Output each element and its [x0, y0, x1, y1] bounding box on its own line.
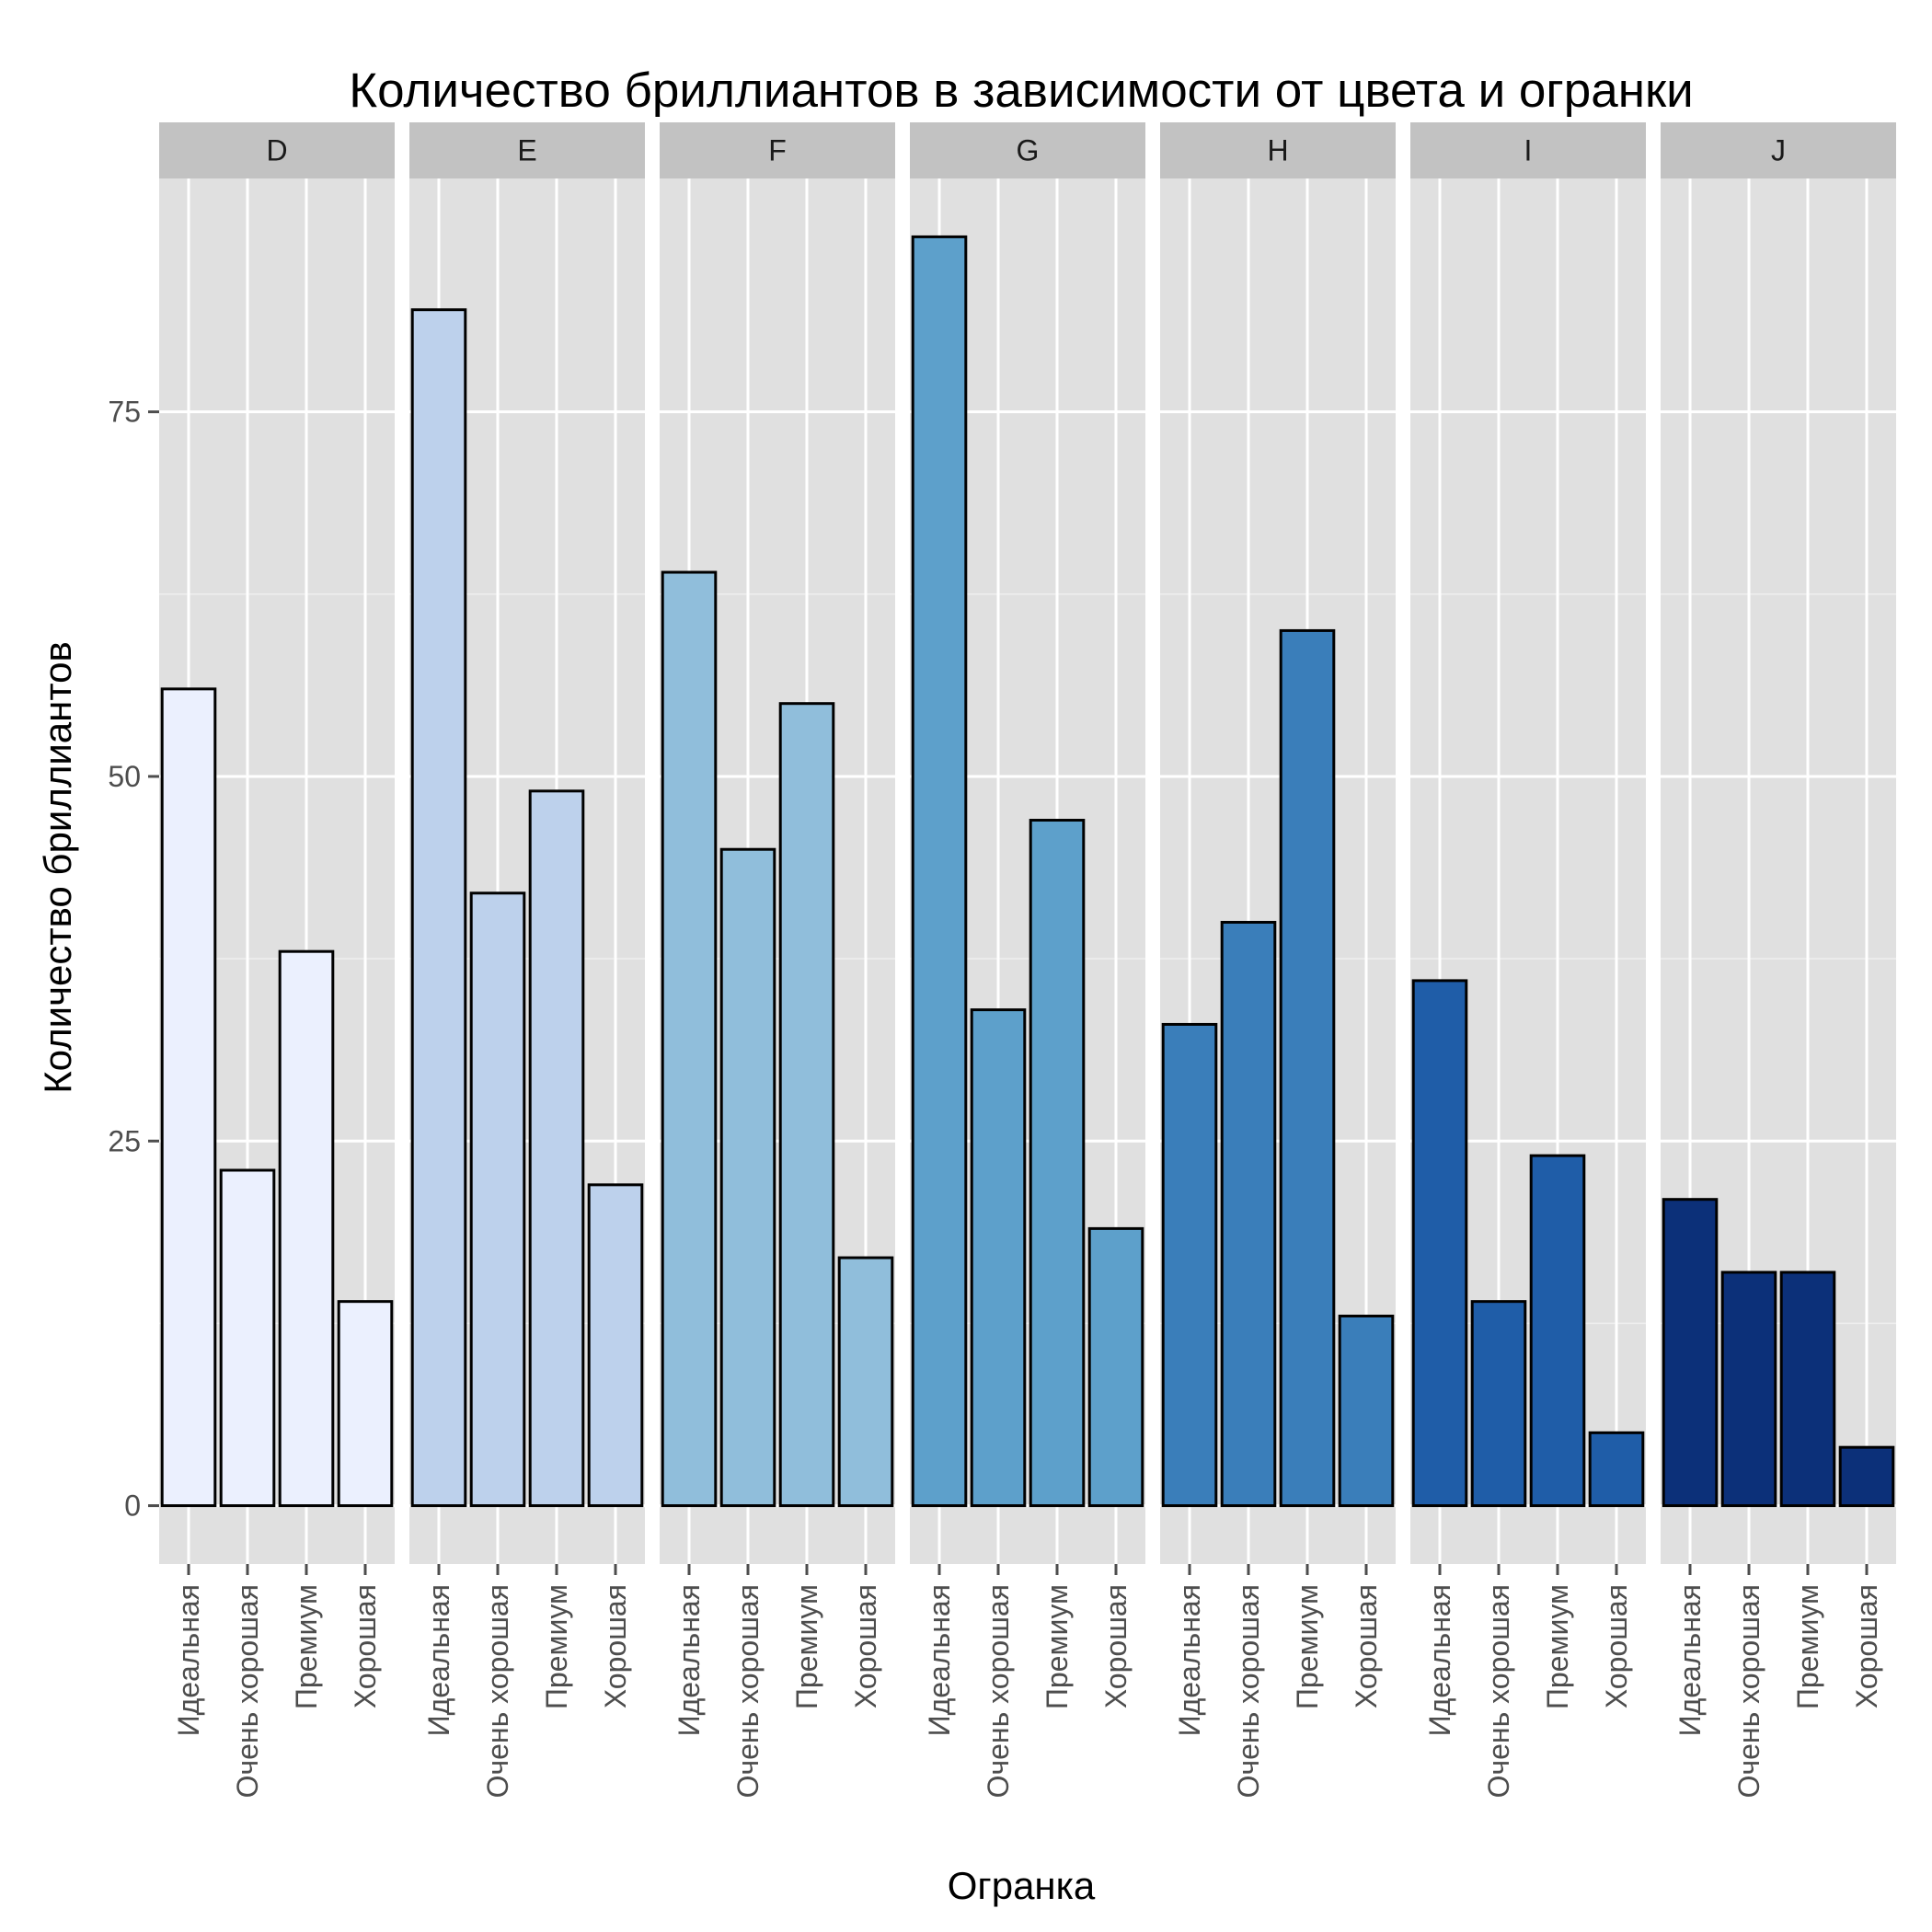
x-tick-label: Премиум: [290, 1584, 323, 1709]
bar: [1338, 1315, 1395, 1508]
facet-panel-h: H: [1160, 122, 1396, 1564]
x-tick-label: Идеальная: [673, 1584, 706, 1736]
chart-title: Количество бриллиантов в зависимости от …: [349, 63, 1694, 118]
bar: [1720, 1271, 1777, 1508]
bar: [1662, 1198, 1719, 1508]
x-axis-h: Идеальная Очень хорошая Премиум Хорошая: [1173, 1564, 1383, 1798]
bar: [528, 789, 585, 1508]
y-axis-title: Количество бриллиантов: [36, 641, 79, 1094]
bar: [1838, 1445, 1895, 1508]
x-tick-label: Очень хорошая: [1482, 1584, 1515, 1798]
x-tick-label: Премиум: [790, 1584, 823, 1709]
facet-label: D: [266, 134, 287, 167]
bar: [160, 687, 217, 1508]
facet-strip: [159, 122, 395, 178]
x-axis-i: Идеальная Очень хорошая Премиум Хорошая: [1423, 1564, 1633, 1798]
x-axis-title: Огранка: [948, 1864, 1096, 1907]
x-tick-label: Хорошая: [1350, 1584, 1383, 1708]
bar: [970, 1008, 1027, 1508]
facet-panel-f: F: [660, 122, 895, 1564]
facet-strip: [1410, 122, 1646, 178]
facet-panel-j: J: [1661, 122, 1896, 1564]
bar: [278, 949, 335, 1508]
x-axes: Идеальная Очень хорошая Премиум Хорошая Идеа…: [172, 1564, 1883, 1798]
x-tick-label: Премиум: [1041, 1584, 1074, 1709]
facet-label: G: [1017, 134, 1040, 167]
bar: [219, 1168, 276, 1508]
x-tick-label: Очень хорошая: [1732, 1584, 1765, 1798]
bar: [1029, 819, 1086, 1508]
facet-label: H: [1267, 134, 1288, 167]
facet-strip: [1661, 122, 1896, 178]
x-tick-label: Премиум: [1791, 1584, 1824, 1709]
y-tick-label: 75: [108, 396, 141, 429]
x-tick-label: Очень хорошая: [1232, 1584, 1265, 1798]
facet-panel-e: E: [409, 122, 645, 1564]
bar: [587, 1183, 644, 1508]
facet-label: J: [1771, 134, 1786, 167]
bar: [1588, 1431, 1645, 1508]
bar: [1279, 628, 1336, 1508]
x-tick-label: Хорошая: [349, 1584, 382, 1708]
bar: [337, 1300, 394, 1508]
bar: [661, 570, 718, 1508]
facet-label: F: [768, 134, 787, 167]
bar: [410, 308, 467, 1508]
x-tick-label: Идеальная: [1673, 1584, 1707, 1736]
bar: [719, 847, 776, 1508]
x-axis-e: Идеальная Очень хорошая Премиум Хорошая: [422, 1564, 632, 1798]
x-tick-label: Идеальная: [172, 1584, 205, 1736]
bar: [911, 235, 968, 1508]
x-tick-label: Идеальная: [422, 1584, 455, 1736]
facet-panel-d: D: [159, 122, 395, 1564]
y-axis: 0 25 50 75: [108, 396, 159, 1523]
x-tick-label: Очень хорошая: [982, 1584, 1015, 1798]
x-tick-label: Идеальная: [1423, 1584, 1456, 1736]
facet-strip: [409, 122, 645, 178]
x-axis-j: Идеальная Очень хорошая Премиум Хорошая: [1673, 1564, 1883, 1798]
facet-strip: [910, 122, 1145, 178]
facet-strip: [660, 122, 895, 178]
x-tick-label: Премиум: [1291, 1584, 1324, 1709]
y-tick-label: 25: [108, 1124, 141, 1157]
bar: [1411, 979, 1468, 1508]
x-tick-label: Хорошая: [1600, 1584, 1633, 1708]
bar: [1087, 1226, 1144, 1508]
x-tick-label: Хорошая: [1850, 1584, 1883, 1708]
x-axis-g: Идеальная Очень хорошая Премиум Хорошая: [923, 1564, 1133, 1798]
x-tick-label: Идеальная: [1173, 1584, 1206, 1736]
x-tick-label: Хорошая: [1099, 1584, 1133, 1708]
x-tick-label: Очень хорошая: [231, 1584, 264, 1798]
x-tick-label: Идеальная: [923, 1584, 956, 1736]
facet-label: I: [1524, 134, 1533, 167]
bar: [1470, 1300, 1527, 1508]
bar: [469, 891, 526, 1508]
x-axis-f: Идеальная Очень хорошая Премиум Хорошая: [673, 1564, 882, 1798]
facet-panel-g: G: [910, 122, 1145, 1564]
x-tick-label: Премиум: [1541, 1584, 1574, 1709]
bar: [1161, 1022, 1218, 1508]
bar: [778, 702, 835, 1508]
x-axis-d: Идеальная Очень хорошая Премиум Хорошая: [172, 1564, 382, 1798]
bar: [1779, 1271, 1836, 1508]
y-tick-label: 50: [108, 760, 141, 793]
x-tick-label: Хорошая: [849, 1584, 882, 1708]
x-tick-label: Очень хорошая: [481, 1584, 514, 1798]
bar: [1220, 920, 1277, 1508]
facet-label: E: [517, 134, 536, 167]
facet-panels: D E F G H I J: [159, 122, 1896, 1564]
x-tick-label: Премиум: [540, 1584, 573, 1709]
bar: [837, 1256, 894, 1508]
facet-strip: [1160, 122, 1396, 178]
facet-panel-i: I: [1410, 122, 1646, 1564]
x-tick-label: Хорошая: [599, 1584, 632, 1708]
bar: [1529, 1154, 1586, 1508]
y-tick-label: 0: [124, 1489, 141, 1523]
x-tick-label: Очень хорошая: [731, 1584, 765, 1798]
